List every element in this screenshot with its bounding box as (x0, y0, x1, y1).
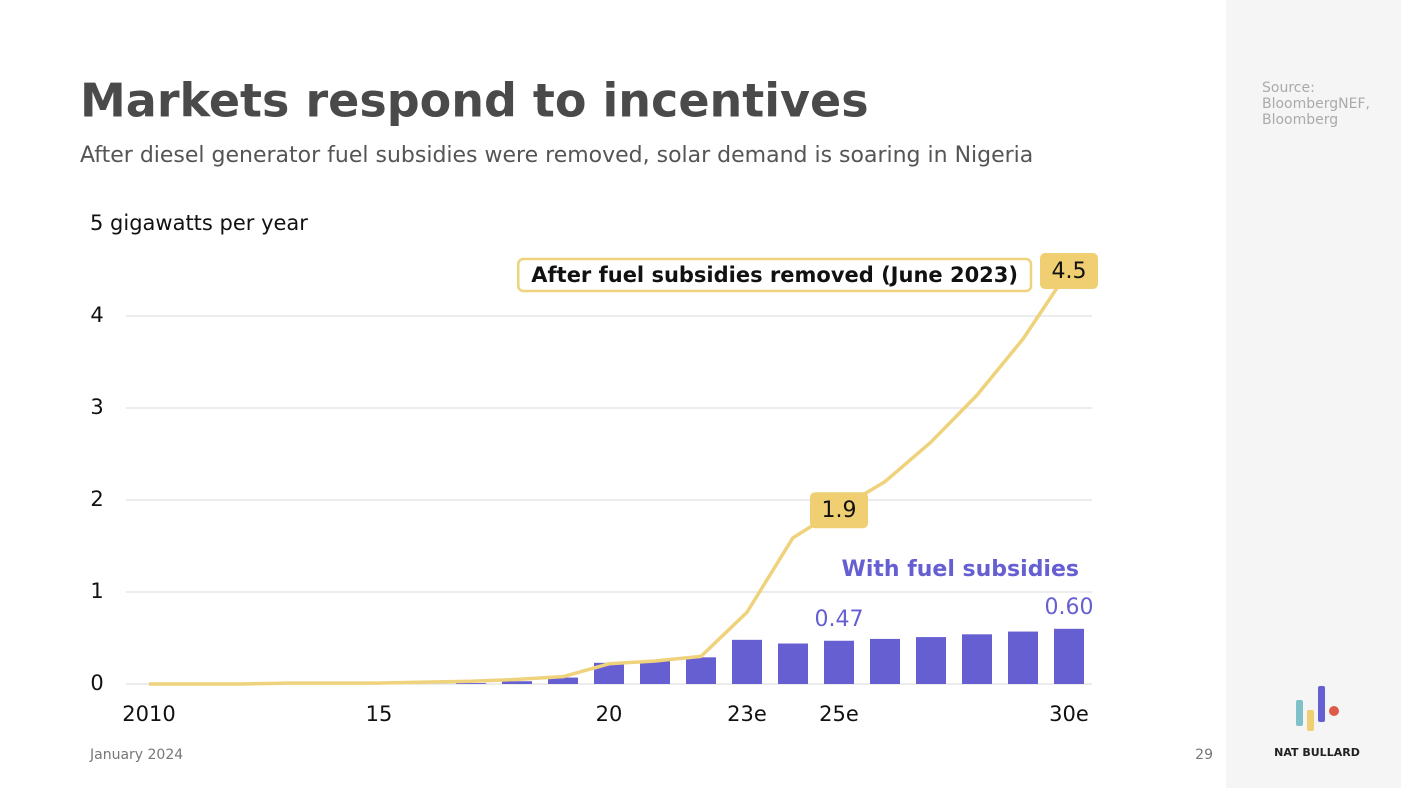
logo-bar (1318, 686, 1325, 722)
series-label-box (517, 257, 1033, 293)
logo-dot (1329, 706, 1339, 716)
bar (778, 643, 808, 684)
bar-value-label: 0.47 (815, 607, 864, 632)
series-label: With fuel subsidies (842, 557, 1079, 582)
source: Source: BloombergNEF, Bloomberg (1262, 80, 1370, 128)
x-tick-label: 20 (596, 702, 623, 726)
label-box (1040, 253, 1098, 289)
bar (1008, 631, 1038, 684)
line-value-text: 4.5 (1052, 259, 1087, 284)
bar (1054, 628, 1084, 684)
source-box: Source: BloombergNEF, Bloomberg (1262, 80, 1370, 128)
y-axis-label: 5 gigawatts per year (90, 211, 308, 235)
logo (1296, 686, 1339, 731)
page-number: 29 (1195, 747, 1213, 763)
line (149, 269, 1071, 686)
bar (686, 657, 716, 684)
bar (916, 637, 946, 684)
logo-bar (1307, 710, 1314, 731)
bar (824, 640, 854, 684)
y-tick-label: 2 (90, 487, 103, 511)
line-value-label: 4.5 (1040, 253, 1098, 289)
title: Markets respond to incentives (80, 74, 869, 128)
bar (548, 677, 578, 684)
y-tick-label: 3 (90, 395, 103, 419)
bar (732, 639, 762, 684)
sidebar (1226, 0, 1401, 788)
x-tick-label: 25e (819, 702, 859, 726)
brand: NAT BULLARD (1274, 746, 1360, 759)
line-value-text: 1.9 (822, 498, 857, 523)
y-tick-label: 0 (90, 671, 103, 695)
y-tick-label: 4 (90, 303, 103, 327)
x-tick-label: 23e (727, 702, 767, 726)
y-tick-label: 1 (90, 579, 103, 603)
bar (870, 638, 900, 684)
bar (640, 661, 670, 684)
bar (456, 683, 486, 684)
bar (502, 681, 532, 684)
subtitle: After diesel generator fuel subsidies we… (80, 143, 1033, 168)
x-tick-label: 15 (366, 702, 393, 726)
date: January 2024 (89, 747, 183, 763)
x-tick-label: 30e (1049, 702, 1089, 726)
label-box (810, 492, 868, 529)
line-value-label: 1.9 (810, 492, 868, 529)
logo-bar (1296, 700, 1303, 726)
series-label: After fuel subsidies removed (June 2023) (531, 263, 1018, 287)
x-tick-label: 2010 (122, 702, 175, 726)
bar (594, 662, 624, 684)
bar (962, 634, 992, 684)
bar-value-label: 0.60 (1045, 595, 1094, 620)
